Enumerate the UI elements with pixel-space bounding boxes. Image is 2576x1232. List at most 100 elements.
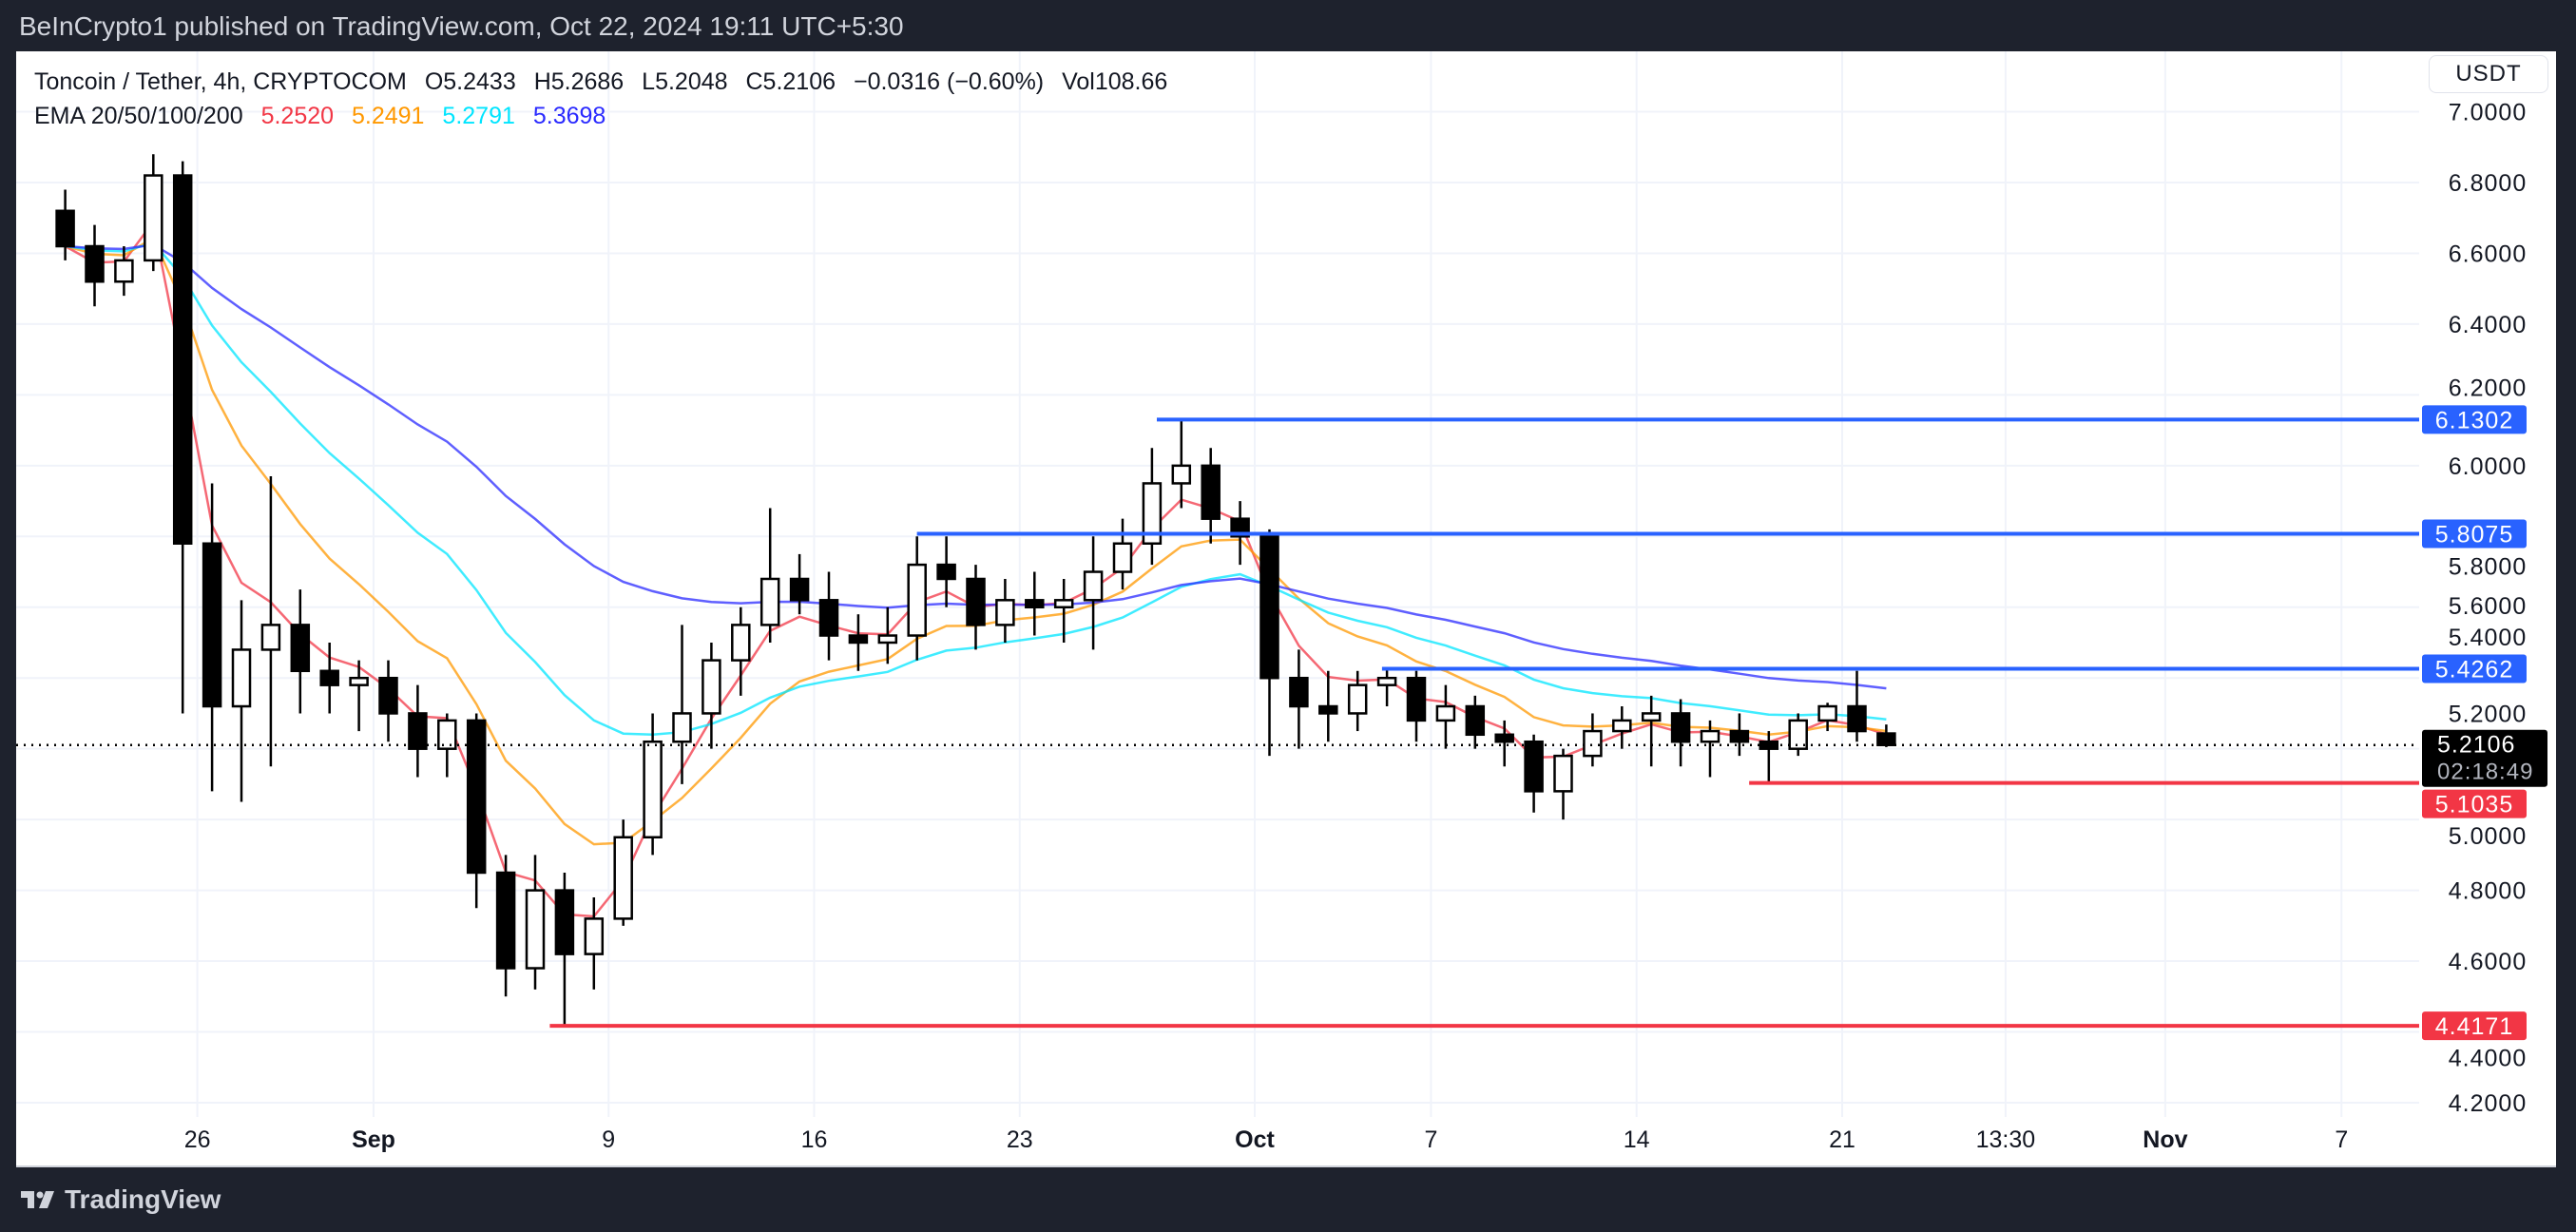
candle-body bbox=[1435, 704, 1456, 722]
y-tick-label: 5.0000 bbox=[2449, 823, 2527, 850]
y-tick-label: 5.4000 bbox=[2449, 625, 2527, 651]
low-value: L5.2048 bbox=[642, 68, 728, 95]
candle-body bbox=[114, 259, 134, 283]
x-tick-label: Oct bbox=[1235, 1126, 1275, 1153]
candle-body bbox=[1289, 676, 1309, 708]
ema20-value: 5.2520 bbox=[260, 103, 335, 129]
candle-body bbox=[1817, 704, 1837, 722]
candle-body bbox=[936, 563, 956, 581]
candle-body bbox=[349, 676, 369, 686]
candle-body bbox=[1788, 719, 1808, 750]
candle-body bbox=[231, 648, 252, 708]
candle-body bbox=[1406, 676, 1427, 722]
candle-body bbox=[907, 563, 927, 637]
ema50-value: 5.2491 bbox=[352, 103, 425, 129]
candle-body bbox=[1171, 464, 1192, 485]
change-value: −0.0316 (−0.60%) bbox=[853, 68, 1045, 95]
publish-info: BeInCrypto1 published on TradingView.com… bbox=[19, 11, 904, 41]
close-value: C5.2106 bbox=[745, 68, 836, 95]
candle-body bbox=[525, 889, 546, 970]
candle-body bbox=[172, 174, 193, 545]
x-tick-label: 13:30 bbox=[1976, 1126, 2036, 1153]
ema100-value: 5.2791 bbox=[442, 103, 515, 129]
y-tick-label: 5.6000 bbox=[2449, 593, 2527, 620]
candle-body bbox=[1641, 712, 1662, 722]
symbol-title[interactable]: Toncoin / Tether, 4h, CRYPTOCOM bbox=[34, 68, 407, 95]
candle-body bbox=[1318, 704, 1338, 715]
candle-body bbox=[584, 917, 605, 955]
candle-body bbox=[1259, 535, 1279, 680]
ema-label[interactable]: EMA 20/50/100/200 bbox=[34, 103, 243, 129]
level-price-tag bbox=[2422, 405, 2527, 434]
candle-body bbox=[1347, 683, 1368, 715]
x-tick-label: 7 bbox=[2335, 1126, 2348, 1153]
y-tick-label: 4.8000 bbox=[2449, 878, 2527, 905]
candle-body bbox=[789, 577, 810, 602]
candle-body bbox=[1612, 719, 1632, 733]
candle-body bbox=[1876, 732, 1896, 746]
level-price-label: 5.1035 bbox=[2435, 792, 2513, 818]
y-tick-label: 6.6000 bbox=[2449, 241, 2527, 267]
x-tick-label: 7 bbox=[1424, 1126, 1437, 1153]
level-price-tag bbox=[2422, 654, 2527, 683]
candle-body bbox=[1583, 729, 1603, 758]
candle-body bbox=[319, 669, 339, 686]
x-tick-label: 14 bbox=[1624, 1126, 1650, 1153]
candle-body bbox=[613, 836, 633, 920]
x-tick-label: 21 bbox=[1829, 1126, 1855, 1153]
candle-body bbox=[702, 659, 721, 715]
candle-body bbox=[672, 712, 692, 743]
candle-body bbox=[202, 542, 222, 708]
y-tick-label: 4.6000 bbox=[2449, 949, 2527, 975]
last-price-label: 5.2106 bbox=[2437, 732, 2515, 759]
candle-body bbox=[995, 599, 1015, 626]
candle-body bbox=[437, 719, 457, 750]
y-tick-label: 7.0000 bbox=[2449, 100, 2527, 126]
candle-body bbox=[1112, 542, 1133, 573]
candle-body bbox=[466, 719, 487, 875]
candle-body bbox=[966, 577, 986, 626]
last-price-tag bbox=[2422, 729, 2547, 787]
level-price-tag bbox=[2422, 519, 2527, 549]
candle-body bbox=[1524, 740, 1544, 793]
x-tick-label: 16 bbox=[801, 1126, 828, 1153]
candle-body bbox=[85, 244, 105, 283]
y-tick-label: 5.2000 bbox=[2449, 702, 2527, 728]
candle-body bbox=[818, 599, 839, 637]
y-tick-label: 5.8000 bbox=[2449, 553, 2527, 580]
candle-body bbox=[731, 624, 751, 662]
currency-button[interactable]: USDT bbox=[2429, 55, 2548, 93]
x-tick-label: 9 bbox=[602, 1126, 615, 1153]
candle-body bbox=[1053, 599, 1074, 609]
y-tick-label: 6.8000 bbox=[2449, 170, 2527, 197]
candle-body bbox=[848, 634, 869, 645]
candle-body bbox=[877, 634, 898, 645]
y-tick-label: 6.2000 bbox=[2449, 375, 2527, 401]
level-price-tag bbox=[2422, 1011, 2527, 1041]
candle-body bbox=[1465, 704, 1486, 737]
candle-body bbox=[290, 624, 311, 673]
candle-body bbox=[144, 174, 163, 262]
candle-body bbox=[1700, 729, 1721, 743]
tradingview-logo[interactable]: TradingView bbox=[19, 1184, 221, 1215]
high-value: H5.2686 bbox=[533, 68, 625, 95]
candle-body bbox=[1759, 740, 1779, 750]
candle-body bbox=[1376, 676, 1397, 686]
chart-panel[interactable] bbox=[16, 51, 2556, 1166]
candle-body bbox=[1847, 704, 1867, 733]
candle-body bbox=[1201, 464, 1221, 520]
candle-body bbox=[1729, 729, 1750, 743]
level-price-label: 5.4262 bbox=[2435, 656, 2513, 683]
candle-body bbox=[408, 712, 428, 750]
candle-body bbox=[378, 676, 398, 715]
y-tick-label: 4.2000 bbox=[2449, 1090, 2527, 1117]
x-tick-label: 26 bbox=[184, 1126, 211, 1153]
x-tick-label: 23 bbox=[1007, 1126, 1033, 1153]
candle-body bbox=[495, 871, 516, 970]
tradingview-logo-icon bbox=[21, 1191, 54, 1208]
y-tick-label: 6.4000 bbox=[2449, 312, 2527, 338]
y-tick-label: 6.0000 bbox=[2449, 453, 2527, 480]
branding-text: TradingView bbox=[65, 1184, 221, 1214]
y-tick-label: 4.4000 bbox=[2449, 1046, 2527, 1072]
